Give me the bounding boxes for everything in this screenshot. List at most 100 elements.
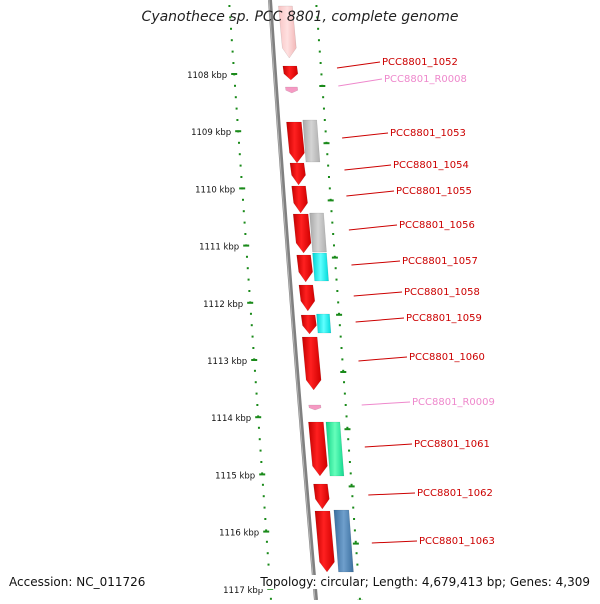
gray-feature — [303, 120, 320, 162]
scale-tick-label: 1110 kbp — [195, 185, 235, 195]
scale-dot-right — [345, 404, 347, 406]
gene-label-leader — [349, 225, 397, 230]
scale-dot-right — [351, 495, 353, 497]
scale-tick-left — [255, 416, 261, 418]
scale-dot-right — [347, 438, 349, 440]
scale-dot-right — [329, 187, 331, 189]
scale-dot-left — [268, 564, 270, 566]
scale-tick-left — [231, 73, 237, 75]
scale-dot-left — [248, 290, 250, 292]
scale-dot-left — [263, 495, 265, 497]
scale-dot-right — [346, 415, 348, 417]
scale-dot-right — [332, 233, 334, 235]
scale-dot-right — [322, 96, 324, 98]
cds-feature — [297, 255, 313, 282]
scale-dot-right — [336, 279, 338, 281]
scale-dot-right — [324, 119, 326, 121]
scale-tick-right — [344, 428, 350, 430]
gene-label[interactable]: PCC8801_1054 — [393, 160, 469, 171]
scale-dot-right — [343, 381, 345, 383]
scale-dot-left — [246, 256, 248, 258]
gene-label-leader — [344, 165, 391, 170]
scale-dot-left — [254, 370, 256, 372]
gene-label[interactable]: PCC8801_1058 — [404, 287, 480, 298]
scale-dot-right — [356, 564, 358, 566]
scale-tick-label: 1115 kbp — [215, 471, 255, 481]
gene-label-leader — [368, 493, 415, 495]
scale-dot-left — [238, 142, 240, 144]
blue-feature — [334, 510, 354, 572]
scale-tick-left — [251, 359, 257, 361]
rna-gene-label[interactable]: PCC8801_R0009 — [412, 397, 495, 408]
scale-dot-right — [330, 210, 332, 212]
gene-label-leader — [338, 79, 382, 86]
gene-label[interactable]: PCC8801_1061 — [414, 439, 490, 450]
scale-dot-left — [267, 552, 269, 554]
scale-dot-right — [349, 461, 351, 463]
scale-tick-right — [349, 485, 355, 487]
cds-feature — [302, 337, 321, 390]
scale-tick-right — [319, 85, 325, 87]
scale-dot-left — [252, 336, 254, 338]
gene-label[interactable]: PCC8801_1052 — [382, 57, 458, 68]
scale-dot-left — [252, 347, 254, 349]
scale-dot-left — [256, 393, 258, 395]
scale-dot-left — [259, 438, 261, 440]
scale-dot-right — [318, 39, 320, 41]
cds-feature — [283, 66, 298, 80]
scale-dot-left — [236, 119, 238, 121]
scale-tick-left — [247, 302, 253, 304]
scale-dot-left — [240, 176, 242, 178]
cds-feature — [315, 511, 335, 572]
scale-dot-left — [231, 39, 233, 41]
gene-label-leader — [356, 318, 404, 322]
scale-dot-left — [250, 313, 252, 315]
scale-dot-left — [260, 450, 262, 452]
scale-dot-left — [260, 461, 262, 463]
scale-dot-right — [327, 165, 329, 167]
scale-dot-left — [243, 210, 245, 212]
gene-label-leader — [346, 191, 394, 196]
scale-dot-left — [240, 165, 242, 167]
gene-label[interactable]: PCC8801_1063 — [419, 536, 495, 547]
gene-label[interactable]: PCC8801_1055 — [396, 186, 472, 197]
scale-dot-right — [326, 153, 328, 155]
scale-dot-left — [228, 5, 230, 7]
scale-dot-right — [333, 244, 335, 246]
scale-dot-right — [344, 393, 346, 395]
gene-label[interactable]: PCC8801_1062 — [417, 488, 493, 499]
scale-dot-left — [234, 85, 236, 87]
scale-tick-right — [332, 257, 338, 259]
scale-dot-right — [350, 472, 352, 474]
cds-feature — [308, 422, 327, 476]
scale-dot-right — [315, 5, 317, 7]
scale-dot-right — [337, 301, 339, 303]
scale-dot-left — [266, 541, 268, 543]
scale-dot-right — [325, 130, 327, 132]
scale-dot-left — [244, 222, 246, 224]
scale-dot-left — [264, 507, 266, 509]
scale-dot-right — [323, 108, 325, 110]
scale-dot-right — [317, 28, 319, 30]
gray-feature — [310, 213, 327, 252]
rna-gene-label[interactable]: PCC8801_R0008 — [384, 74, 467, 85]
gene-label[interactable]: PCC8801_1057 — [402, 256, 478, 267]
cds-feature — [290, 163, 306, 185]
gene-label[interactable]: PCC8801_1053 — [390, 128, 466, 139]
scale-dot-left — [256, 404, 258, 406]
scale-tick-left — [239, 187, 245, 189]
scale-dot-left — [264, 518, 266, 520]
scale-tick-right — [340, 371, 346, 373]
scale-dot-right — [355, 541, 357, 543]
gene-label[interactable]: PCC8801_1056 — [399, 220, 475, 231]
scale-tick-label: 1114 kbp — [211, 414, 251, 424]
gene-label[interactable]: PCC8801_1060 — [409, 352, 485, 363]
gene-label[interactable]: PCC8801_1059 — [406, 313, 482, 324]
scale-tick-right — [328, 199, 334, 201]
accession-text: Accession: NC_011726 — [9, 575, 145, 589]
scale-dot-right — [320, 62, 322, 64]
scale-dot-left — [232, 62, 234, 64]
gene-label-leader — [358, 357, 407, 361]
green-feature — [326, 422, 344, 476]
